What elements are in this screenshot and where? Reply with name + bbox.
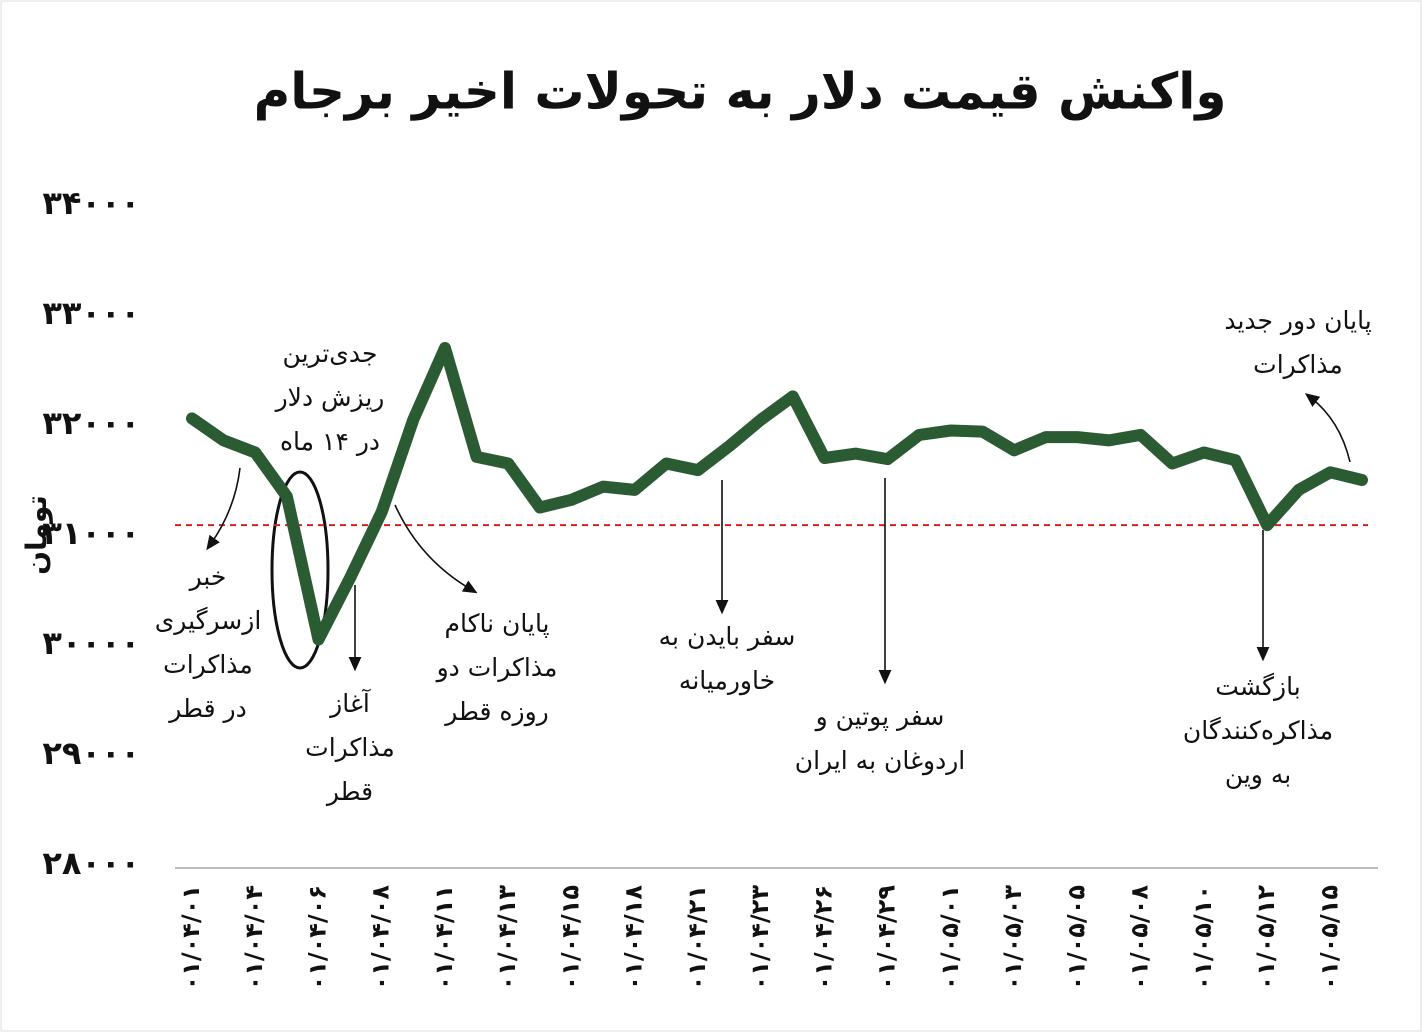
y-tick-label: ۳۴۰۰۰ xyxy=(42,184,140,222)
x-tick-label: ۰۱/۰۵/۰۵ xyxy=(1062,885,1090,990)
annotation: خاورمیانه xyxy=(679,666,775,696)
annotation: به وین xyxy=(1225,760,1291,790)
x-tick-label: ۰۱/۰۴/۲۱ xyxy=(683,885,711,990)
x-tick-label: ۰۱/۰۴/۱۵ xyxy=(556,885,584,990)
annotation: مذاکرات دو xyxy=(435,653,558,683)
annotation: سفر بایدن به xyxy=(659,622,796,651)
y-axis-title: تومان xyxy=(20,495,53,575)
x-tick-label: ۰۱/۰۴/۰۶ xyxy=(303,885,331,990)
annotation: قطر xyxy=(325,777,373,806)
x-tick-label: ۰۱/۰۴/۱۸ xyxy=(620,885,648,991)
y-tick-label: ۲۸۰۰۰ xyxy=(42,844,140,882)
x-tick-label: ۰۱/۰۵/۱۰ xyxy=(1189,885,1217,990)
annotation: روزه قطر xyxy=(443,697,549,727)
annotation: پایان دور جدید xyxy=(1224,306,1371,336)
annotation: آغاز xyxy=(328,688,371,718)
x-tick-label: ۰۱/۰۴/۱۱ xyxy=(430,885,458,990)
annotation-arrow xyxy=(206,467,241,551)
annotation: خبر xyxy=(188,562,227,591)
annotation: مذاکرات xyxy=(163,650,253,679)
y-tick-label: ۲۹۰۰۰ xyxy=(42,734,140,772)
y-tick-label: ۳۳۰۰۰ xyxy=(42,294,140,332)
annotation: پایان ناکام xyxy=(444,609,549,638)
x-tick-label: ۰۱/۰۵/۰۳ xyxy=(999,885,1027,991)
data-line xyxy=(186,342,1368,646)
chart-title: واکنش قیمت دلار به تحولات اخیر برجام xyxy=(254,63,1227,122)
x-tick-label: ۰۱/۰۵/۰۱ xyxy=(936,885,964,990)
annotation: مذاکره‌کنندگان xyxy=(1183,716,1333,745)
annotation: سفر پوتین و xyxy=(814,702,945,732)
x-tick-label: ۰۱/۰۵/۰۸ xyxy=(1126,885,1154,991)
annotation: اردوغان به ایران xyxy=(795,746,966,776)
annotation-arrow xyxy=(1304,393,1351,463)
x-tick-label: ۰۱/۰۴/۲۹ xyxy=(873,885,901,991)
x-tick-label: ۰۱/۰۴/۲۶ xyxy=(809,885,837,990)
x-tick-label: ۰۱/۰۴/۰۴ xyxy=(240,885,268,990)
annotation: مذاکرات xyxy=(305,733,395,762)
y-tick-label: ۳۱۰۰۰ xyxy=(42,514,140,552)
x-tick-label: ۰۱/۰۵/۱۲ xyxy=(1252,885,1280,991)
y-tick-label: ۳۰۰۰۰ xyxy=(42,624,140,662)
highlight-ellipse xyxy=(270,470,330,670)
annotation-arrow xyxy=(394,504,478,594)
annotation: جدی‌ترین xyxy=(283,339,378,368)
annotation: بازگشت xyxy=(1215,672,1300,701)
annotation: مذاکرات xyxy=(1253,350,1343,379)
annotation: ازسرگیری xyxy=(155,606,262,635)
x-tick-label: ۰۱/۰۴/۲۳ xyxy=(746,885,774,991)
x-tick-label: ۰۱/۰۵/۱۵ xyxy=(1315,885,1343,990)
x-tick-label: ۰۱/۰۴/۰۱ xyxy=(177,885,205,990)
annotation: در قطر xyxy=(167,694,246,723)
y-tick-label: ۳۲۰۰۰ xyxy=(42,404,140,442)
annotation: در ۱۴ ماه xyxy=(280,427,380,456)
annotation: ریزش دلار xyxy=(274,383,385,412)
x-tick-label: ۰۱/۰۴/۱۳ xyxy=(493,885,521,991)
x-tick-label: ۰۱/۰۴/۰۸ xyxy=(367,885,395,991)
